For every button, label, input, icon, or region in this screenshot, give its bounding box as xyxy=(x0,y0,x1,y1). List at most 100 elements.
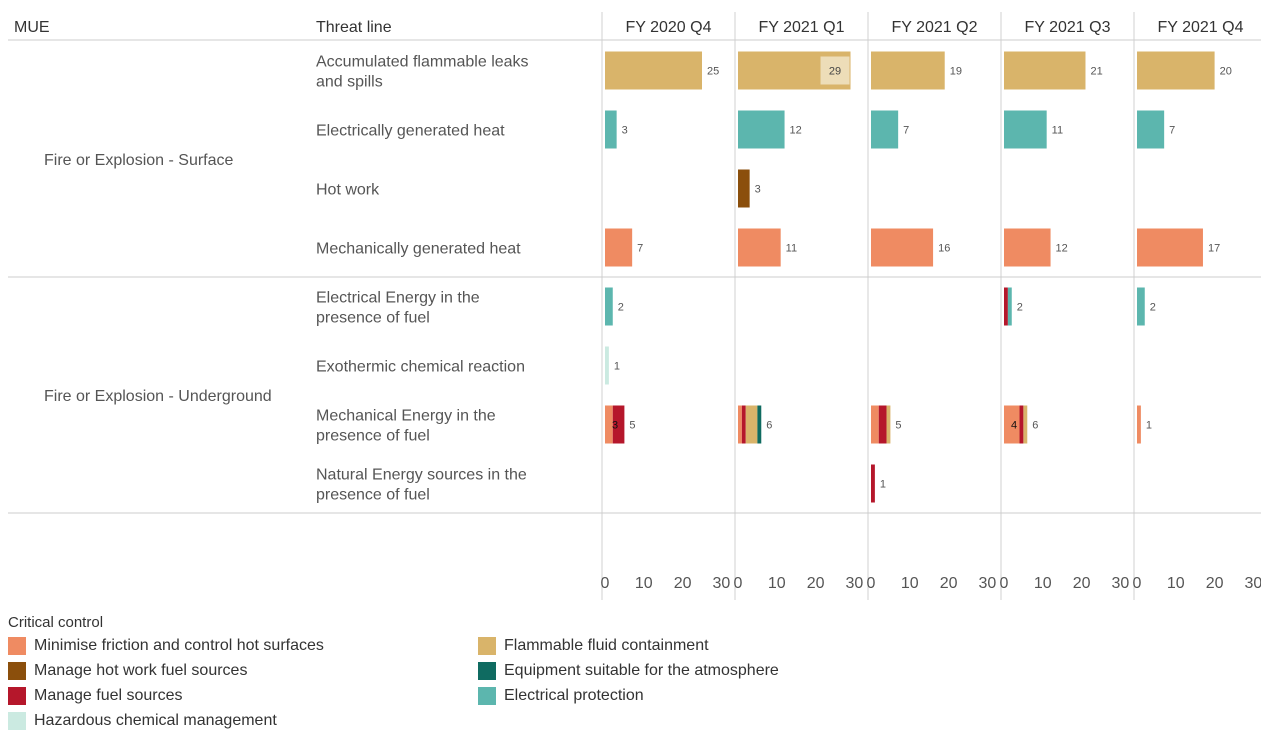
bar-segment xyxy=(1137,287,1145,326)
legend-item-flammable-fluid[interactable]: Flammable fluid containment xyxy=(478,636,709,656)
axis-tick-label: 30 xyxy=(979,575,997,592)
legend-item-electrical-protection[interactable]: Electrical protection xyxy=(478,686,644,706)
axis-tick-label: 10 xyxy=(768,575,786,592)
bar-value-label: 17 xyxy=(1208,243,1220,255)
bar-segment xyxy=(1007,287,1012,326)
bar-value-label: 29 xyxy=(829,66,841,78)
legend-label: Minimise friction and control hot surfac… xyxy=(34,637,324,654)
bar-segment xyxy=(605,110,617,149)
threat-line-bar-chart: MUE Threat line FY 2020 Q4 FY 2021 Q1 FY 202… xyxy=(8,12,1261,600)
mue-label: Fire or Explosion - Surface xyxy=(44,152,234,169)
bar-value-label: 3 xyxy=(755,184,761,196)
bar-segment xyxy=(1004,287,1008,326)
axis-tick-label: 20 xyxy=(1206,575,1224,592)
axis-tick-label: 0 xyxy=(601,575,610,592)
bar-value-label: 7 xyxy=(1169,125,1175,137)
legend-title: Critical control xyxy=(8,614,104,631)
bar-segment xyxy=(605,228,633,267)
header-period: FY 2021 Q2 xyxy=(892,19,978,36)
axis-tick-label: 0 xyxy=(1133,575,1142,592)
axis-tick-label: 10 xyxy=(1167,575,1185,592)
bar-value-label: 5 xyxy=(629,420,635,432)
bar-value-label: 3 xyxy=(622,125,628,137)
bar-segment xyxy=(878,405,887,444)
bar-value-label: 20 xyxy=(1220,66,1232,78)
header-period: FY 2021 Q1 xyxy=(759,19,845,36)
threat-line-label: Electrically generated heat xyxy=(316,123,505,140)
legend-swatch xyxy=(8,687,26,705)
threat-line-label: Accumulated flammable leaks xyxy=(316,54,529,71)
bar-segment xyxy=(1137,228,1203,267)
bar-segment xyxy=(738,169,750,208)
header-period: FY 2020 Q4 xyxy=(626,19,712,36)
bar-value-label: 19 xyxy=(950,66,962,78)
bar-value-label: 1 xyxy=(1146,420,1152,432)
bar-value-label: 5 xyxy=(895,420,901,432)
axis-tick-label: 30 xyxy=(1112,575,1130,592)
axis-tick-label: 0 xyxy=(867,575,876,592)
axis-tick-label: 0 xyxy=(1000,575,1009,592)
bar-segment xyxy=(871,228,934,267)
bar-value-label: 7 xyxy=(903,125,909,137)
bar-segment xyxy=(871,51,945,90)
legend-swatch xyxy=(478,687,496,705)
legend-item-equipment-atmosphere[interactable]: Equipment suitable for the atmosphere xyxy=(478,661,779,681)
highlight-box xyxy=(820,56,850,85)
legend-swatch xyxy=(478,662,496,680)
bar-value-label: 25 xyxy=(707,66,719,78)
legend-swatch xyxy=(478,637,496,655)
bar-segment xyxy=(741,405,746,444)
bar-value-label: 7 xyxy=(637,243,643,255)
bar-segment xyxy=(1137,110,1165,149)
bar-segment xyxy=(745,405,758,444)
axis-tick-label: 30 xyxy=(846,575,864,592)
legend-swatch xyxy=(8,637,26,655)
axis-tick-label: 20 xyxy=(674,575,692,592)
threat-line-label: Exothermic chemical reaction xyxy=(316,359,525,376)
legend-label: Flammable fluid containment xyxy=(504,637,709,654)
bar-segment xyxy=(605,405,613,444)
bar-value-label: 2 xyxy=(618,302,624,314)
bar-value-label: 16 xyxy=(938,243,950,255)
bar-segment xyxy=(605,287,613,326)
legend-label: Hazardous chemical management xyxy=(34,712,277,729)
legend-item-minimise-friction[interactable]: Minimise friction and control hot surfac… xyxy=(8,636,324,656)
header-period: FY 2021 Q3 xyxy=(1025,19,1111,36)
legend-label: Equipment suitable for the atmosphere xyxy=(504,662,779,679)
bar-segment xyxy=(1019,405,1024,444)
axis-tick-label: 0 xyxy=(734,575,743,592)
bar-value-label: 21 xyxy=(1090,66,1102,78)
bar-segment xyxy=(738,110,785,149)
bar-segment xyxy=(1137,51,1215,90)
bar-value-label: 6 xyxy=(1032,420,1038,432)
bar-segment xyxy=(757,405,762,444)
bar-segment xyxy=(738,405,742,444)
bar-value-label: 12 xyxy=(790,125,802,137)
legend-swatch xyxy=(8,662,26,680)
legend-label: Electrical protection xyxy=(504,687,644,704)
bar-value-label: 2 xyxy=(1017,302,1023,314)
bar-segment xyxy=(886,405,891,444)
axis-tick-label: 10 xyxy=(1034,575,1052,592)
axis-tick-label: 30 xyxy=(713,575,731,592)
bar-value-label: 1 xyxy=(614,361,620,373)
threat-line-label: and spills xyxy=(316,74,383,91)
legend-item-hazardous-chemical[interactable]: Hazardous chemical management xyxy=(8,711,277,731)
bar-segment xyxy=(1004,405,1020,444)
axis-tick-label: 10 xyxy=(901,575,919,592)
bar-value-label: 2 xyxy=(1150,302,1156,314)
threat-line-label: Natural Energy sources in the xyxy=(316,467,527,484)
header-mue: MUE xyxy=(14,19,50,36)
threat-line-label: presence of fuel xyxy=(316,487,430,504)
legend-item-hot-work-fuel[interactable]: Manage hot work fuel sources xyxy=(8,661,247,681)
axis-tick-label: 20 xyxy=(1073,575,1091,592)
legend-item-manage-fuel[interactable]: Manage fuel sources xyxy=(8,686,183,706)
header-period: FY 2021 Q4 xyxy=(1158,19,1244,36)
threat-line-label: Mechanically generated heat xyxy=(316,241,521,258)
axis-tick-label: 30 xyxy=(1245,575,1261,592)
axis-tick-label: 20 xyxy=(940,575,958,592)
legend-label: Manage hot work fuel sources xyxy=(34,662,248,679)
header-threat-line: Threat line xyxy=(316,19,392,36)
bar-segment xyxy=(1137,405,1141,444)
bar-segment xyxy=(871,464,875,503)
